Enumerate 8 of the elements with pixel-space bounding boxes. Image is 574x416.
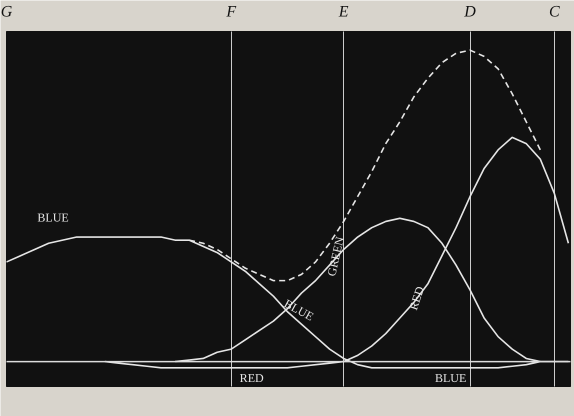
x-tick-label: F bbox=[225, 4, 236, 20]
x-tick-label: G bbox=[0, 4, 13, 20]
text: BLUE bbox=[434, 370, 466, 385]
text: RED bbox=[240, 370, 264, 385]
x-tick-label: C bbox=[549, 4, 560, 20]
series-label: BLUE bbox=[37, 210, 69, 225]
x-tick-label: E bbox=[338, 4, 349, 20]
x-tick-label: D bbox=[463, 4, 476, 20]
